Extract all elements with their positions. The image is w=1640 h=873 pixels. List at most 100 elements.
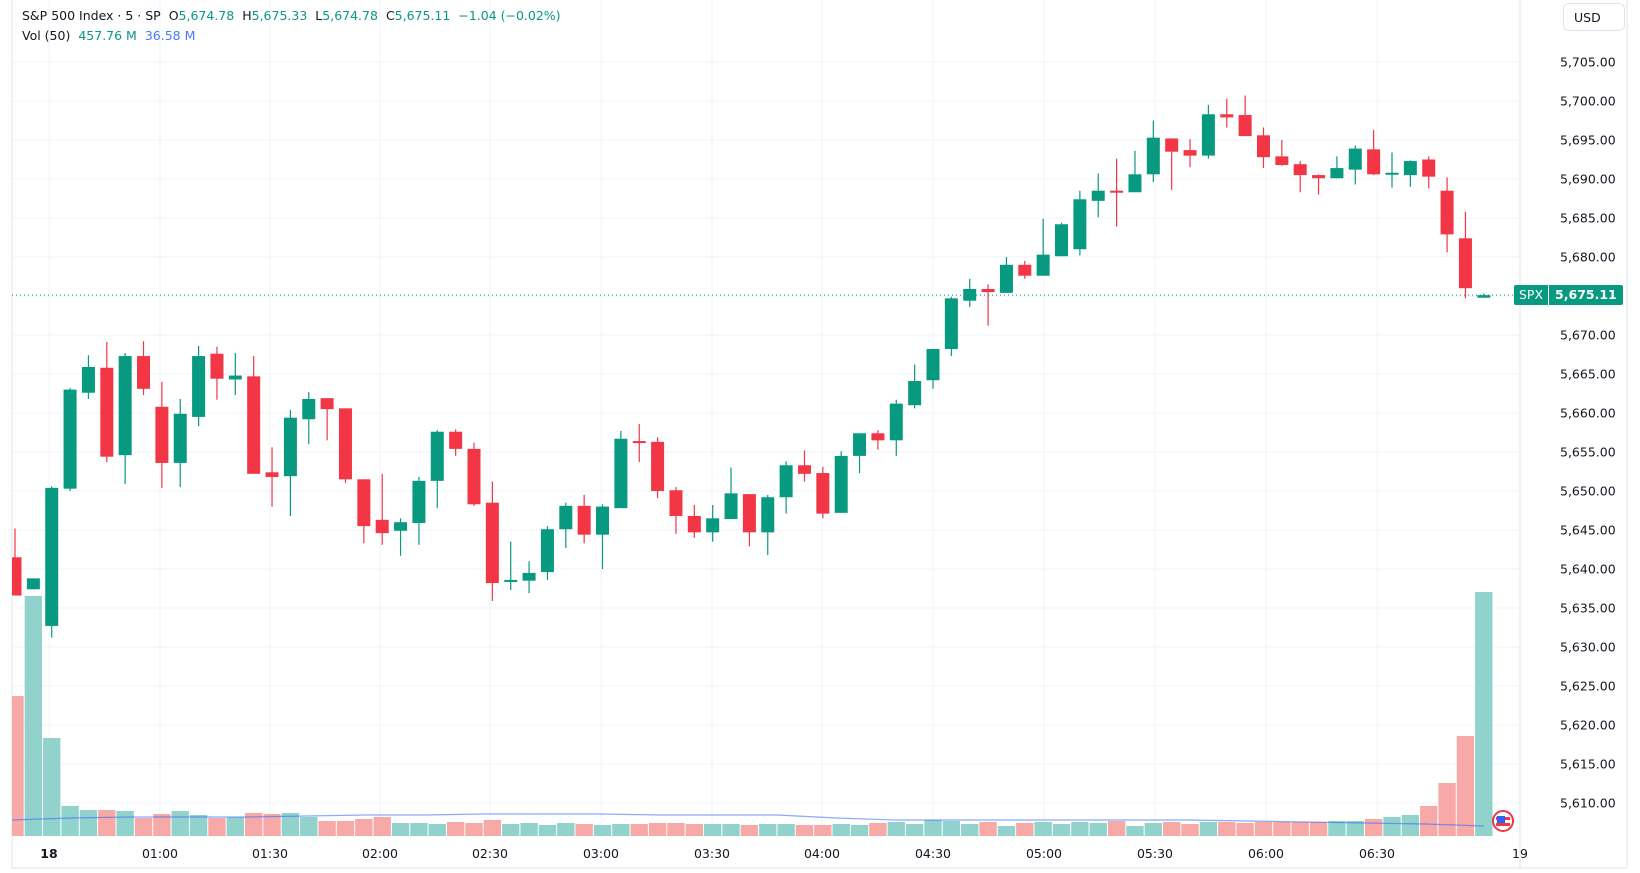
candle-body [1293,164,1307,176]
candle-body [118,356,132,456]
volume-bar [1218,822,1236,836]
price-axis-label: 5,680.00 [1560,249,1616,265]
volume-bar [1309,822,1328,836]
high-value: 5,675.33 [251,8,308,23]
volume-legend-row: Vol (50) 457.76 M 36.58 M [22,26,561,46]
volume-bar [557,823,575,836]
volume-bar [391,823,410,836]
candle-body [63,389,77,489]
candle-body [228,375,242,380]
time-axis-label: 01:00 [141,846,179,861]
volume-indicator-title[interactable]: Vol (50) [22,28,71,43]
time-axis-label: 04:00 [803,846,841,861]
volume-bar [171,811,189,836]
price-axis-label: 5,650.00 [1560,483,1616,499]
time-axis-label: 02:00 [361,846,399,861]
volume-bar [1107,821,1126,836]
volume-bar [263,814,281,836]
volume-bar [1438,783,1456,836]
volume-bar [465,823,483,836]
volume-bar [502,824,520,836]
candle-body [963,288,977,301]
candle-body [1128,174,1142,193]
candle-body [412,480,426,523]
volume-bar [1254,822,1273,836]
us-flag-icon[interactable] [1492,810,1514,832]
change-value: −1.04 (−0.02%) [458,8,561,23]
candle-body [81,366,95,393]
price-axis-label: 5,645.00 [1560,522,1616,538]
chart-legend: S&P 500 Index · 5 · SP O 5,674.78 H 5,675.… [22,6,561,46]
time-axis-label: 05:00 [1025,846,1063,861]
candle-body [981,288,995,293]
candle-body [394,522,408,531]
volume-bar [1401,815,1420,836]
volume-bar [300,817,318,836]
volume-bar [1346,821,1364,836]
price-axis-label: 5,665.00 [1560,366,1616,382]
volume-bar [226,817,244,836]
time-axis-label: 04:30 [914,846,952,861]
volume-bar [1181,824,1199,836]
volume-bar [869,823,887,836]
candle-body [265,472,279,477]
volume-bar [1273,822,1291,836]
candle-body [1477,295,1491,298]
candle-body [1367,149,1381,175]
candle-body [1018,264,1032,276]
series-layer [12,95,1493,836]
volume-bar [12,696,24,836]
volume-bar [1291,822,1309,836]
price-axis-label: 5,655.00 [1560,444,1616,460]
candle-body [632,441,646,444]
volume-bar [24,596,43,836]
volume-bar [814,825,832,836]
candle-body [1422,159,1436,177]
volume-bar [79,810,98,836]
price-axis-label: 5,660.00 [1560,405,1616,421]
volume-bar [153,814,171,836]
flag-canton [1497,816,1505,823]
volume-bar [795,825,814,836]
candle-body [192,356,206,417]
symbol-title[interactable]: S&P 500 Index · 5 · SP [22,8,161,23]
candle-body [779,465,793,498]
volume-bar [1016,823,1034,836]
time-axis-label: 18 [40,846,58,861]
candle-body [540,529,554,573]
volume-bar [777,824,795,836]
volume-bar [648,823,667,836]
candle-body [449,431,463,449]
volume-bar [942,821,961,836]
price-axis-label: 5,705.00 [1560,54,1616,70]
candle-body [26,578,40,590]
candle-body [816,473,830,514]
price-axis-label: 5,640.00 [1560,561,1616,577]
volume-ma-value: 36.58 M [144,28,196,43]
volume-bar [997,826,1016,836]
close-value: 5,675.11 [394,8,451,23]
candle-body [614,438,628,509]
volume-bar [924,820,942,836]
candle-body [522,572,536,581]
volume-bar [245,813,263,836]
candle-body [1110,190,1124,193]
volume-bar [722,824,740,836]
candle-body [761,497,775,533]
time-axis-label: 06:00 [1247,846,1285,861]
price-axis-label: 5,670.00 [1560,327,1616,343]
candle-body [1440,190,1454,235]
volume-bar [685,824,703,836]
price-axis-label: 5,695.00 [1560,132,1616,148]
volume-bar [759,824,777,836]
volume-bar [538,825,557,836]
currency-button[interactable]: USD [1563,3,1625,31]
volume-bar [1364,819,1383,836]
volume-bar [979,822,997,836]
candle-body [1036,254,1050,276]
open-value: 5,674.78 [178,8,235,23]
volume-bar [281,813,300,836]
candle-body [1091,190,1105,201]
time-axis-label: 19 [1512,846,1528,861]
